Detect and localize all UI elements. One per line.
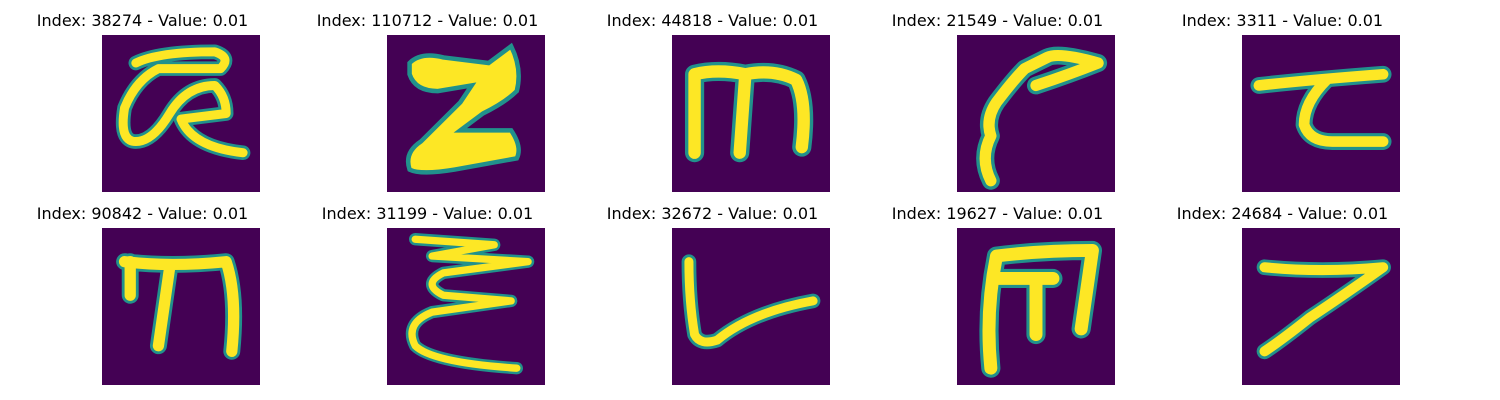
panel-title: Index: 19627 - Value: 0.01 — [891, 204, 1104, 223]
image-panel-6: Index: 90842 - Value: 0.01 — [0, 193, 285, 385]
image-panel-8: Index: 32672 - Value: 0.01 — [570, 193, 855, 385]
glyph-image — [102, 228, 260, 385]
glyph-image — [387, 228, 545, 385]
glyph-image — [957, 35, 1115, 192]
glyph-seven-like — [1256, 259, 1391, 360]
image-panel-9: Index: 19627 - Value: 0.01 — [855, 193, 1140, 385]
image-panel-10: Index: 24684 - Value: 0.01 — [1140, 193, 1425, 385]
glyph-m-like — [116, 253, 243, 360]
panel-title: Index: 32672 - Value: 0.01 — [606, 204, 819, 223]
glyph-alpha-like — [115, 44, 251, 161]
image-panel-2: Index: 110712 - Value: 0.01 — [285, 0, 570, 192]
panel-title: Index: 24684 - Value: 0.01 — [1176, 204, 1389, 223]
glyph-m-like — [684, 61, 814, 163]
image-panel-1: Index: 38274 - Value: 0.01 — [0, 0, 285, 192]
panel-title: Index: 3311 - Value: 0.01 — [1181, 11, 1384, 30]
glyph-image — [1242, 228, 1400, 385]
glyph-tau-like — [1250, 65, 1392, 150]
glyph-image — [102, 35, 260, 192]
glyph-image — [957, 228, 1115, 385]
panel-title: Index: 21549 - Value: 0.01 — [891, 11, 1104, 30]
panel-title: Index: 38274 - Value: 0.01 — [36, 11, 249, 30]
panel-title: Index: 31199 - Value: 0.01 — [321, 204, 534, 223]
glyph-zigzag — [405, 233, 535, 375]
panel-title: Index: 110712 - Value: 0.01 — [316, 11, 539, 30]
glyph-image — [672, 228, 830, 385]
panel-title: Index: 44818 - Value: 0.01 — [606, 11, 819, 30]
glyph-image — [672, 35, 830, 192]
glyph-image — [1242, 35, 1400, 192]
image-panel-5: Index: 3311 - Value: 0.01 — [1140, 0, 1425, 192]
glyph-image — [387, 35, 545, 192]
image-panel-4: Index: 21549 - Value: 0.01 — [855, 0, 1140, 192]
glyph-hook — [976, 46, 1108, 190]
glyph-m-like — [979, 240, 1103, 378]
image-panel-3: Index: 44818 - Value: 0.01 — [570, 0, 855, 192]
image-panel-7: Index: 31199 - Value: 0.01 — [285, 193, 570, 385]
glyph-z-like — [405, 42, 521, 175]
glyph-v-like — [681, 254, 821, 350]
panel-title: Index: 90842 - Value: 0.01 — [36, 204, 249, 223]
